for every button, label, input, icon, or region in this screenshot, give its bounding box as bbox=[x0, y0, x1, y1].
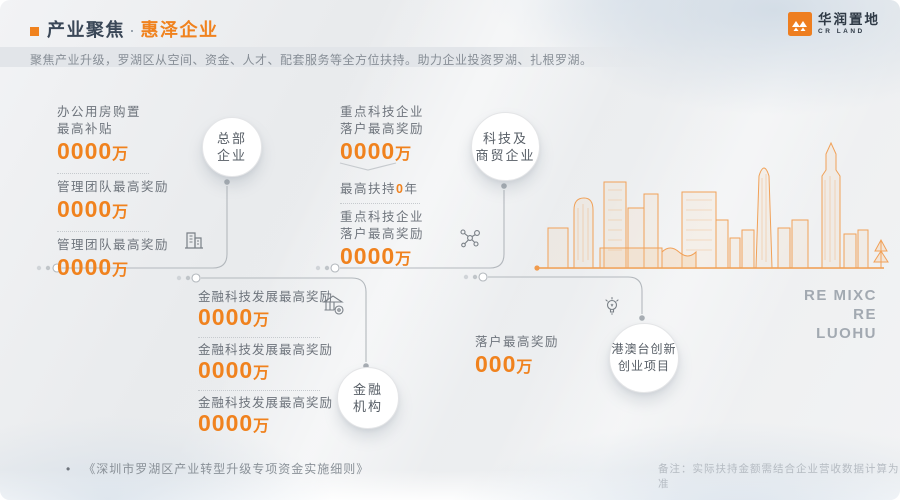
group-hmt: 落户最高奖励 000万 bbox=[475, 334, 651, 381]
logo-name: 华润置地 bbox=[818, 11, 880, 27]
page-title-accent: 惠泽企业 bbox=[140, 20, 219, 40]
watermark: RE MIXC RE LUOHU bbox=[795, 286, 877, 343]
dashed-divider bbox=[340, 203, 420, 204]
benefit-value: 0000万 bbox=[340, 243, 413, 269]
footer-reference-text: 《深圳市罗湖区产业转型升级专项资金实施细则》 bbox=[83, 462, 370, 476]
page-title: 产业聚焦 · 惠泽企业 bbox=[47, 16, 219, 42]
page-title-separator: · bbox=[129, 20, 137, 40]
dashed-divider bbox=[57, 173, 149, 174]
benefit-label: 重点科技企业 bbox=[340, 105, 425, 119]
cr-land-logo: 华润置地 CR LAND bbox=[788, 12, 880, 36]
city-skyline-illustration bbox=[547, 141, 889, 268]
category-circle-finance: 金融 机构 bbox=[337, 367, 399, 429]
bank-icon bbox=[322, 295, 344, 315]
watermark-line2: RE LUOHU bbox=[816, 306, 877, 342]
dashed-divider bbox=[198, 337, 320, 338]
lightbulb-icon bbox=[605, 296, 619, 315]
title-bullet bbox=[30, 27, 39, 36]
benefit-label: 落户最高奖励 bbox=[340, 122, 425, 136]
page-title-main: 产业聚焦 bbox=[47, 20, 125, 40]
benefit-label: 办公用房购置 bbox=[57, 105, 142, 119]
benefit-label: 管理团队最高奖励 bbox=[57, 180, 170, 194]
benefit-value: 0000万 bbox=[57, 254, 130, 280]
building-icon bbox=[185, 232, 203, 249]
benefit-value: 0000万 bbox=[198, 304, 271, 330]
group-headquarters: 办公用房购置 最高补贴 0000万 管理团队最高奖励 0000万 管理团队最高奖… bbox=[57, 104, 235, 284]
benefit-label: 金融科技发展最高奖励 bbox=[198, 396, 334, 410]
dashed-divider bbox=[198, 390, 320, 391]
category-circle-tech-trade: 科技及 商贸企业 bbox=[471, 112, 540, 181]
logo-text: 华润置地 CR LAND bbox=[818, 11, 880, 36]
footer-reference: • 《深圳市罗湖区产业转型升级专项资金实施细则》 bbox=[66, 460, 369, 477]
benefit-label: 落户最高奖励 bbox=[340, 227, 425, 241]
group-tech-trade: 重点科技企业 落户最高奖励 0000万 最高扶持0年 重点科技企业 落户最高奖励… bbox=[340, 104, 518, 273]
footer-note: 备注：实际扶持金额需结合企业营收数据计算为准 bbox=[658, 463, 900, 490]
mountain-logo-icon bbox=[788, 12, 812, 36]
benefit-label: 重点科技企业 bbox=[340, 210, 425, 224]
benefit-value: 000万 bbox=[475, 351, 534, 377]
benefit-value: 0000万 bbox=[57, 138, 130, 164]
benefit-value: 0000万 bbox=[198, 410, 271, 436]
category-circle-headquarters: 总部 企业 bbox=[202, 117, 262, 177]
benefit-label: 管理团队最高奖励 bbox=[57, 238, 170, 252]
subtitle: 聚焦产业升级，罗湖区从空间、资金、人才、配套服务等全方位扶持。助力企业投资罗湖、… bbox=[30, 53, 593, 67]
skyline-ground-line bbox=[534, 265, 884, 271]
network-icon bbox=[460, 229, 480, 248]
watermark-line1: RE MIXC bbox=[803, 287, 877, 304]
support-duration: 最高扶持0年 bbox=[340, 182, 419, 196]
benefit-label: 最高补贴 bbox=[57, 122, 114, 136]
footer-bullet: • bbox=[66, 462, 72, 476]
benefit-label: 落户最高奖励 bbox=[475, 335, 560, 349]
benefit-label: 金融科技发展最高奖励 bbox=[198, 343, 334, 357]
benefit-value: 0000万 bbox=[198, 357, 271, 383]
group-finance: 金融科技发展最高奖励 0000万 金融科技发展最高奖励 0000万 金融科技发展… bbox=[198, 289, 430, 439]
logo-subname: CR LAND bbox=[818, 28, 865, 35]
category-circle-hmt: 港澳台创新 创业项目 bbox=[609, 323, 679, 393]
subtitle-band bbox=[0, 47, 670, 67]
benefit-label: 金融科技发展最高奖励 bbox=[198, 290, 334, 304]
benefit-value: 0000万 bbox=[57, 196, 130, 222]
benefit-value: 0000万 bbox=[340, 138, 413, 164]
dashed-divider bbox=[57, 231, 149, 232]
